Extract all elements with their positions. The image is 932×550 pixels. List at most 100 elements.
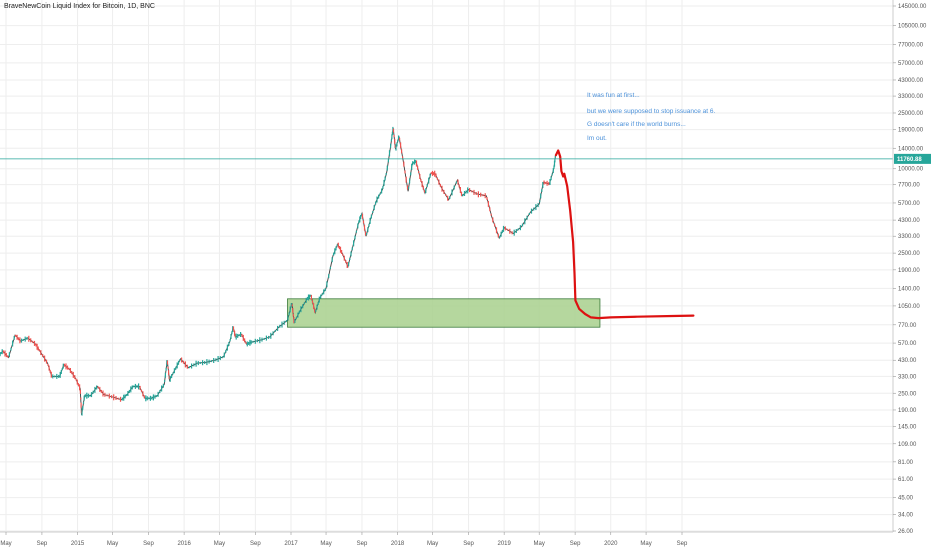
- candle: [381, 188, 383, 194]
- annotation-line-3: G doesn't care if the world burns...: [587, 121, 686, 128]
- candle: [71, 371, 73, 375]
- x-tick-label: Sep: [677, 541, 688, 547]
- candle: [176, 362, 178, 369]
- y-tick-label: 7700.00: [898, 183, 920, 189]
- candle: [298, 310, 300, 314]
- x-tick-label: 2019: [497, 541, 511, 547]
- candle: [294, 319, 296, 323]
- x-tick-label: May: [427, 541, 438, 547]
- candle: [254, 338, 256, 344]
- candle: [393, 135, 395, 137]
- candle: [302, 304, 304, 309]
- candle: [232, 326, 234, 333]
- candle: [13, 335, 15, 340]
- candle: [287, 315, 289, 321]
- candle: [148, 397, 150, 400]
- candle: [58, 374, 60, 378]
- y-tick-label: 250.00: [898, 391, 917, 397]
- annotation-line-1: It was fun at first...: [587, 92, 640, 99]
- candle: [208, 359, 210, 364]
- candle: [386, 165, 388, 171]
- y-tick-label: 10000.00: [898, 167, 924, 173]
- x-tick-label: 2018: [391, 541, 405, 547]
- candle: [213, 358, 215, 363]
- candle: [449, 195, 451, 199]
- candle: [487, 200, 489, 207]
- x-tick-label: Sep: [37, 541, 48, 547]
- candle: [358, 220, 360, 224]
- candle: [548, 182, 550, 186]
- y-tick-label: 5700.00: [898, 201, 920, 207]
- candle: [433, 172, 435, 176]
- candle: [331, 257, 333, 263]
- candle: [372, 211, 374, 213]
- price-tag-box: [894, 153, 931, 164]
- x-tick-label: 2015: [71, 541, 85, 547]
- candle: [225, 349, 227, 353]
- candle: [40, 350, 42, 356]
- candle: [355, 230, 357, 233]
- candle: [348, 262, 350, 267]
- candle: [537, 203, 539, 208]
- candle: [426, 184, 428, 188]
- y-tick-label: 145000.00: [898, 4, 927, 10]
- candle: [199, 361, 201, 364]
- y-tick-label: 430.00: [898, 358, 917, 364]
- candle: [54, 375, 56, 378]
- candle: [84, 394, 86, 398]
- candle: [223, 352, 225, 358]
- candle: [138, 383, 140, 390]
- candle: [291, 304, 293, 307]
- projection-drawing: [554, 149, 695, 320]
- candle: [195, 360, 197, 367]
- candle: [408, 186, 410, 189]
- candle: [121, 397, 123, 401]
- candle: [307, 294, 310, 301]
- candle: [542, 182, 544, 188]
- candle: [37, 346, 39, 351]
- candle: [436, 177, 438, 180]
- candle: [316, 304, 318, 310]
- candle: [401, 149, 403, 154]
- candle: [459, 187, 461, 193]
- annotation-line-2: but we were supposed to stop issuance at…: [587, 108, 716, 115]
- candle: [412, 161, 414, 166]
- candle: [361, 213, 364, 219]
- candle: [62, 363, 64, 369]
- candle: [482, 194, 484, 197]
- candle: [504, 226, 506, 231]
- candle: [86, 392, 88, 399]
- candle: [439, 183, 441, 187]
- candle: [397, 140, 399, 143]
- x-tick-label: May: [214, 541, 225, 547]
- candle: [82, 405, 84, 410]
- candle: [540, 193, 542, 199]
- candle: [339, 246, 342, 253]
- candle: [49, 369, 51, 373]
- candle: [373, 205, 375, 211]
- candle: [133, 385, 135, 388]
- candle: [8, 352, 10, 358]
- candle: [362, 220, 365, 224]
- candle: [217, 356, 219, 362]
- candle: [68, 367, 70, 370]
- candle: [406, 185, 409, 190]
- chart-grid: [0, 0, 893, 532]
- candle: [145, 395, 147, 402]
- candle: [232, 326, 235, 331]
- candle: [303, 302, 305, 305]
- candle: [351, 247, 353, 251]
- candle: [270, 332, 272, 339]
- candle: [458, 184, 460, 188]
- candle: [300, 306, 302, 313]
- candle: [402, 156, 404, 159]
- candle: [244, 338, 246, 343]
- candle: [4, 350, 6, 357]
- candle: [219, 356, 221, 361]
- candle: [315, 309, 317, 312]
- candle: [528, 213, 530, 215]
- x-tick-label: 2017: [284, 541, 298, 547]
- candle: [249, 339, 251, 346]
- candle: [313, 303, 315, 310]
